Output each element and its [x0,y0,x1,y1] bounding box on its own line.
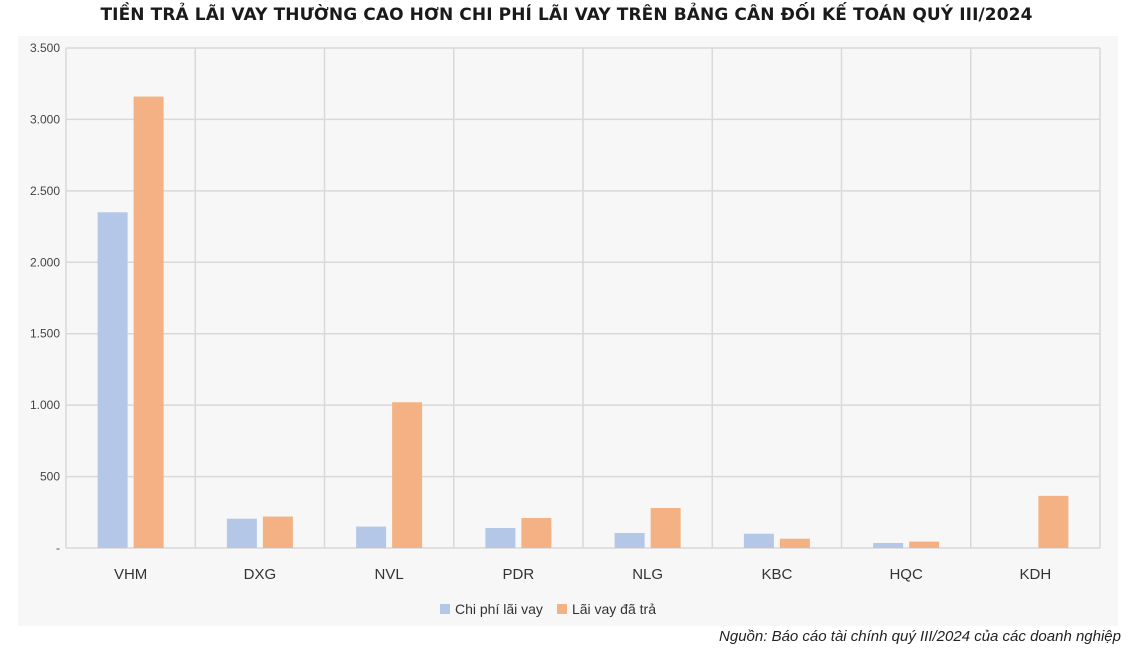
y-tick-label: 3.000 [30,112,60,126]
bar-series-1-kbc [743,533,774,548]
legend-swatch-series-2 [556,604,567,614]
y-tick-label: 2.000 [30,255,60,269]
bar-series-2-nvl [392,402,423,548]
x-tick-label: VHM [114,566,147,583]
chart-title: TIỀN TRẢ LÃI VAY THƯỜNG CAO HƠN CHI PHÍ … [100,5,1033,25]
x-tick-label: PDR [503,566,535,583]
legend-label-series-1: Chi phí lãi vay [455,601,543,617]
y-tick-label: 1.000 [30,398,60,412]
legend-item-series-2: Lãi vay đã trả [556,601,656,617]
y-tick-label: 1.500 [30,327,60,341]
y-tick-label: 2.500 [30,184,60,198]
chart-area: - 500 1.000 1.500 2.000 2.500 3.000 3.500 VHM DXG… [18,36,1118,626]
x-tick-label: NLG [632,566,663,583]
bar-series-2-vhm [133,96,164,549]
bar-series-1-nlg [614,533,645,548]
source-note: Nguồn: Báo cáo tài chính quý III/2024 củ… [719,628,1121,645]
bar-series-2-dxg [262,516,293,548]
bar-series-1-nvl [356,526,387,548]
legend-item-series-1: Chi phí lãi vay [440,601,543,617]
legend: Chi phí lãi vay Lãi vay đã trả [440,601,656,617]
bar-series-1-pdr [485,528,516,548]
bar-series-2-kdh [1038,495,1069,548]
x-tick-label: NVL [375,566,404,583]
bar-series-2-hqc [909,541,940,548]
x-tick-label: KBC [761,566,792,583]
bar-chart: - 500 1.000 1.500 2.000 2.500 3.000 3.500 VHM DXG… [30,41,1101,583]
bar-series-1-hqc [873,543,904,548]
legend-swatch-series-1 [440,604,450,614]
x-tick-label: DXG [244,566,277,583]
bar-series-2-nlg [650,508,681,548]
y-tick-label: - [56,541,60,555]
y-tick-label: 3.500 [30,41,60,55]
bar-series-1-vhm [97,212,128,549]
x-tick-label: HQC [889,566,923,583]
y-tick-label: 500 [40,470,60,484]
bar-series-2-kbc [779,538,810,548]
bar-series-1-dxg [226,518,257,548]
legend-label-series-2: Lãi vay đã trả [571,601,656,617]
x-tick-label: KDH [1020,566,1052,583]
bar-series-2-pdr [521,518,552,548]
